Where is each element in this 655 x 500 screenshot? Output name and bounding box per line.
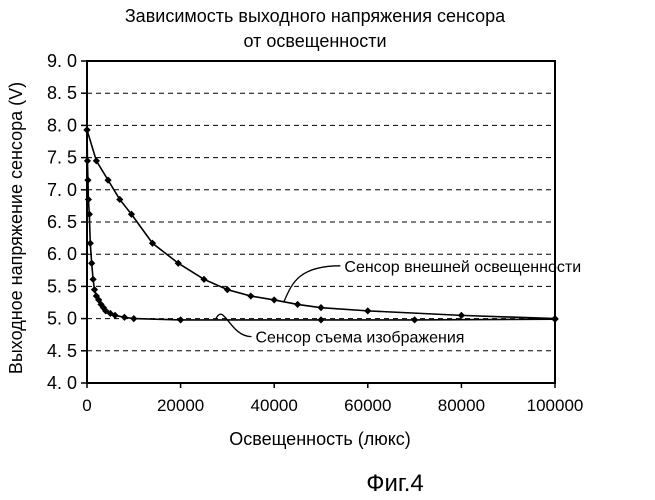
y-axis-label: Выходное напряжение сенсора (V): [6, 82, 26, 374]
data-point-series-0: [200, 276, 207, 283]
chart-title-line1: Зависимость выходного напряжения сенсора: [125, 6, 506, 26]
data-point-series-1: [84, 177, 91, 184]
y-tick-label: 5. 0: [47, 309, 77, 329]
data-point-series-0: [317, 304, 324, 311]
data-point-series-0: [224, 286, 231, 293]
x-tick-label: 100000: [527, 396, 584, 415]
annotations: Сенсор внешней освещенности Сенсор съема …: [216, 259, 581, 347]
y-tick-label: 9. 0: [47, 51, 77, 71]
data-point-series-1: [317, 316, 324, 323]
series-line-1: [87, 130, 555, 320]
x-tick-label: 60000: [344, 396, 391, 415]
y-tick-label: 7. 5: [47, 148, 77, 168]
y-tick-label: 6. 5: [47, 212, 77, 232]
y-tick-label: 8. 0: [47, 115, 77, 135]
data-point-series-0: [271, 296, 278, 303]
y-tick-label: 4. 0: [47, 373, 77, 393]
annotation-leader: [284, 266, 341, 303]
data-point-series-0: [247, 292, 254, 299]
x-tick-label: 40000: [251, 396, 298, 415]
data-point-series-1: [411, 316, 418, 323]
x-tick-label: 20000: [157, 396, 204, 415]
y-tick-label: 8. 5: [47, 83, 77, 103]
x-tick-label: 80000: [438, 396, 485, 415]
grid-lines: [87, 93, 555, 351]
figure-label: Фиг.4: [366, 470, 424, 497]
data-point-series-1: [88, 260, 95, 267]
data-point-series-1: [130, 315, 137, 322]
data-point-series-0: [294, 301, 301, 308]
chart-title-line2: от освещенности: [243, 31, 386, 51]
annotation-label: Сенсор внешней освещенности: [344, 259, 581, 276]
data-point-series-1: [121, 314, 128, 321]
x-axis-ticks: 0 20000 40000 60000 80000 100000: [82, 383, 583, 415]
series-group: [83, 126, 558, 323]
data-point-series-1: [83, 126, 90, 133]
y-axis-ticks: 4. 0 4. 5 5. 0 5. 5 6. 0 6. 5 7. 0 7. 5 8. 0 8. 5…: [47, 51, 87, 393]
x-axis-label: Освещенность (люкс): [229, 429, 411, 449]
data-point-series-0: [458, 312, 465, 319]
data-point-series-1: [551, 316, 558, 323]
x-tick-label: 0: [82, 396, 91, 415]
y-tick-label: 6. 0: [47, 244, 77, 264]
data-point-series-1: [85, 196, 92, 203]
series-line-0: [87, 130, 555, 319]
data-point-series-1: [89, 276, 96, 283]
y-tick-label: 4. 5: [47, 341, 77, 361]
data-point-series-0: [104, 177, 111, 184]
annotation-leader: [216, 314, 252, 336]
annotation-label: Сенсор съема изображения: [255, 330, 464, 347]
data-point-series-0: [364, 307, 371, 314]
data-point-series-1: [91, 286, 98, 293]
y-tick-label: 5. 5: [47, 276, 77, 296]
y-tick-label: 7. 0: [47, 180, 77, 200]
data-point-series-1: [177, 316, 184, 323]
data-point-series-0: [93, 157, 100, 164]
